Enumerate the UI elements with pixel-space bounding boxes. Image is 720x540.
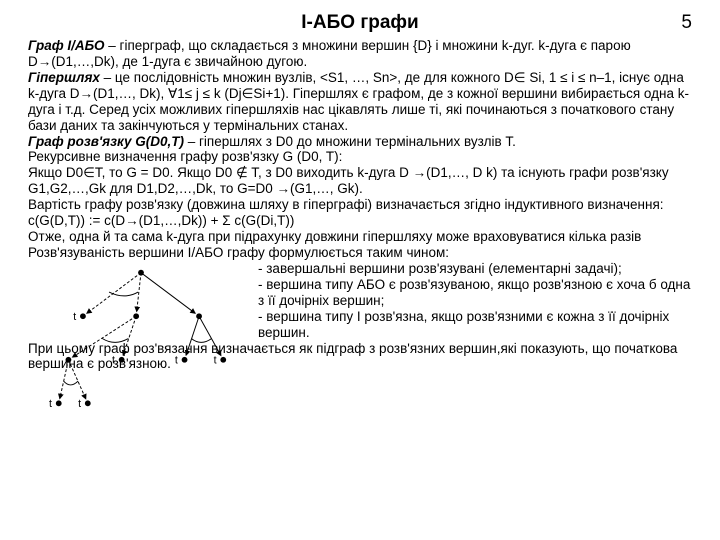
term-graph-iabo: Граф І/АБО bbox=[28, 38, 105, 53]
page-title: І-АБО графи bbox=[301, 12, 418, 34]
term-solution-graph: Граф розв'язку G(D0,T) bbox=[28, 134, 184, 149]
svg-text:t: t bbox=[214, 355, 217, 367]
svg-text:t: t bbox=[175, 355, 178, 367]
body-text: Граф І/АБО – гіперграф, що складається з… bbox=[28, 38, 692, 372]
svg-text:t: t bbox=[49, 398, 52, 410]
list-item: - вершина типу АБО є розв'язуваною, якщо… bbox=[258, 277, 692, 309]
svg-text:t: t bbox=[112, 355, 115, 367]
list-item: - вершина типу І розв'язна, якщо розв'яз… bbox=[258, 309, 692, 341]
svg-text:t: t bbox=[78, 398, 81, 410]
tree-diagram: t t t t t t bbox=[36, 263, 246, 413]
list-item: - завершальні вершини розв'язувані (елем… bbox=[258, 261, 692, 277]
svg-text:t: t bbox=[73, 311, 76, 323]
page-number: 5 bbox=[681, 12, 692, 34]
term-hyperpath: Гіпершлях bbox=[28, 70, 100, 85]
